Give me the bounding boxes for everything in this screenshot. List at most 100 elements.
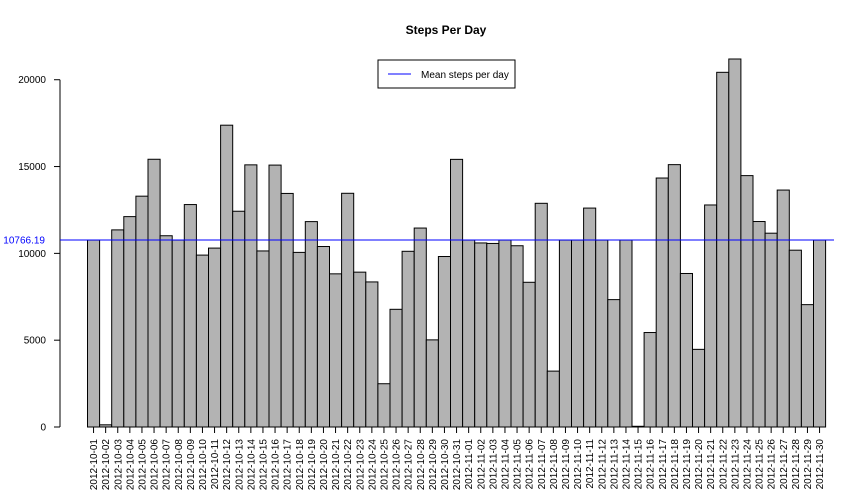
- x-tick-label: 2012-10-17: [283, 439, 294, 491]
- x-tick-label: 2012-10-05: [137, 439, 148, 491]
- bar: [304, 221, 318, 428]
- bars-group: [87, 58, 827, 428]
- x-tick-label: 2012-11-07: [537, 439, 548, 490]
- x-tick-label: 2012-10-10: [198, 439, 209, 491]
- x-tick-label: 2012-10-03: [113, 439, 124, 491]
- bar: [800, 304, 815, 428]
- bar: [740, 175, 754, 428]
- legend: Mean steps per day: [377, 59, 516, 89]
- x-tick-label: 2012-10-07: [162, 439, 173, 491]
- x-tick-label: 2012-11-13: [609, 439, 620, 490]
- x-tick-label: 2012-11-02: [476, 439, 487, 490]
- x-tick-label: 2012-11-19: [682, 439, 693, 490]
- bar: [195, 254, 209, 428]
- bar: [558, 239, 573, 428]
- x-tick-label: 2012-11-11: [585, 439, 596, 489]
- bar: [280, 192, 294, 428]
- x-tick-label: 2012-11-08: [549, 439, 560, 490]
- x-tick-label: 2012-10-16: [271, 439, 282, 491]
- x-tick-label: 2012-10-23: [355, 439, 366, 491]
- bar: [595, 239, 609, 428]
- bar: [413, 227, 427, 428]
- bar: [728, 58, 742, 428]
- x-tick-label: 2012-11-01: [464, 439, 475, 490]
- bar: [619, 239, 633, 428]
- bar: [425, 339, 439, 428]
- x-tick-label: 2012-10-01: [89, 439, 100, 491]
- bar: [123, 216, 137, 428]
- x-tick-label: 2012-11-17: [658, 439, 669, 490]
- x-tick-label: 2012-10-04: [125, 439, 136, 491]
- x-tick-label: 2012-10-08: [174, 439, 185, 491]
- x-tick-label: 2012-11-26: [767, 439, 778, 490]
- bar: [667, 164, 681, 428]
- x-tick-label: 2012-10-09: [186, 439, 197, 491]
- x-tick-label: 2012-11-06: [525, 439, 536, 490]
- bar: [437, 256, 451, 428]
- x-tick-label: 2012-11-20: [694, 439, 705, 490]
- x-tick-label: 2012-10-13: [234, 439, 245, 491]
- bar: [788, 249, 802, 428]
- bar: [268, 164, 282, 428]
- x-tick-label: 2012-11-29: [803, 439, 814, 490]
- x-tick-label: 2012-10-31: [452, 439, 463, 491]
- legend-label: Mean steps per day: [421, 70, 509, 81]
- chart-title: Steps Per Day: [406, 23, 487, 37]
- bar: [776, 189, 790, 428]
- bar: [111, 229, 125, 428]
- x-tick-label: 2012-11-28: [791, 439, 802, 490]
- bar: [389, 308, 403, 428]
- bar: [329, 273, 343, 428]
- bar: [87, 239, 101, 428]
- bar: [498, 239, 512, 428]
- bar: [522, 281, 536, 428]
- x-tick-label: 2012-11-03: [488, 439, 499, 490]
- bar: [256, 250, 270, 428]
- bar: [377, 383, 391, 428]
- bar: [752, 221, 766, 428]
- x-tick-label: 2012-11-14: [621, 439, 632, 490]
- bar: [316, 246, 330, 428]
- y-tick-label: 10000: [18, 249, 46, 260]
- x-tick-label: 2012-10-12: [222, 439, 233, 491]
- bar: [679, 272, 694, 428]
- bar: [353, 271, 367, 428]
- x-tick-label: 2012-10-20: [319, 439, 330, 491]
- bar: [643, 332, 657, 428]
- x-tick-label: 2012-11-18: [670, 439, 681, 490]
- mean-line-group: 10766.19: [3, 236, 834, 247]
- x-tick-label: 2012-11-30: [815, 439, 826, 490]
- bar: [135, 195, 149, 428]
- bar: [692, 348, 706, 428]
- bar: [704, 204, 718, 428]
- bar: [655, 177, 669, 428]
- x-tick-label: 2012-11-12: [597, 439, 608, 490]
- x-tick-label: 2012-11-05: [513, 439, 524, 490]
- bar: [220, 124, 234, 428]
- bar: [244, 164, 258, 428]
- mean-value-label: 10766.19: [3, 236, 45, 247]
- bar: [232, 210, 246, 428]
- x-tick-label: 2012-10-25: [379, 439, 390, 491]
- x-tick-label: 2012-10-29: [428, 439, 439, 491]
- x-tick-label: 2012-11-25: [755, 439, 766, 490]
- x-tick-label: 2012-11-22: [718, 439, 729, 490]
- bar: [365, 281, 379, 428]
- x-tick-label: 2012-11-10: [573, 439, 584, 490]
- x-tick-label: 2012-10-14: [246, 439, 257, 491]
- bar: [571, 239, 585, 428]
- y-tick-label: 15000: [18, 162, 46, 173]
- x-tick-label: 2012-11-09: [561, 439, 572, 490]
- bar: [764, 232, 778, 428]
- x-tick-label: 2012-10-27: [404, 439, 415, 491]
- x-tick-label: 2012-10-26: [392, 439, 403, 491]
- bar: [486, 242, 500, 428]
- x-axis: 2012-10-01 2012-10-02 2012-10-03 2012-10-04…: [89, 426, 826, 491]
- x-tick-label: 2012-11-16: [646, 439, 657, 490]
- bar: [171, 239, 185, 428]
- x-tick-label: 2012-11-23: [730, 439, 741, 490]
- x-tick-label: 2012-11-27: [779, 439, 790, 490]
- x-tick-label: 2012-10-18: [295, 439, 306, 491]
- x-tick-label: 2012-10-02: [101, 439, 112, 491]
